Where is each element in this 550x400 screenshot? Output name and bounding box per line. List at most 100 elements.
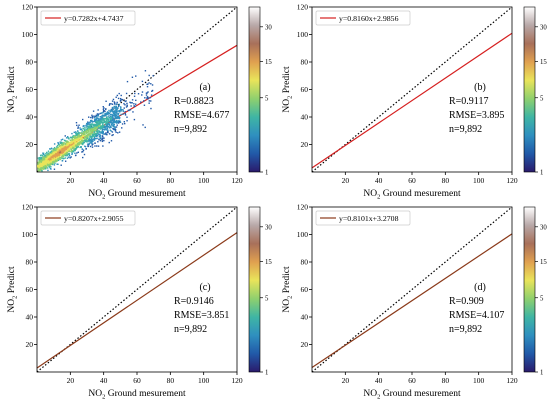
scatter-point: [59, 147, 61, 149]
scatter-point: [82, 156, 84, 159]
scatter-point: [115, 117, 117, 119]
scatter-point: [88, 139, 90, 142]
scatter-point: [53, 148, 55, 150]
scatter-point: [119, 120, 121, 122]
scatter-point: [106, 111, 109, 113]
scatter-point: [116, 101, 118, 104]
scatter-point: [90, 131, 93, 133]
scatter-point: [45, 167, 47, 169]
scatter-point: [55, 158, 57, 160]
scatter-point: [95, 130, 98, 132]
one-to-one-line: [36, 206, 238, 373]
scatter-point: [60, 152, 62, 154]
scatter-point: [57, 154, 60, 156]
scatter-point: [88, 122, 90, 124]
scatter-point: [83, 133, 85, 136]
scatter-point: [92, 135, 95, 137]
scatter-point: [68, 141, 70, 144]
scatter-point: [108, 141, 110, 144]
scatter-point: [64, 157, 67, 159]
scatter-point: [74, 141, 77, 143]
colorbar-tick-label: 5: [540, 95, 544, 102]
scatter-point: [76, 141, 79, 144]
scatter-point: [56, 144, 59, 147]
scatter-point: [108, 127, 111, 129]
scatter-point: [119, 99, 122, 101]
scatter-point: [60, 145, 62, 148]
scatter-point: [90, 141, 92, 144]
scatter-point: [108, 117, 110, 119]
scatter-point: [115, 107, 117, 109]
scatter-point: [86, 129, 89, 131]
scatter-point: [91, 117, 94, 119]
scatter-point: [96, 137, 98, 140]
scatter-point: [104, 113, 107, 115]
scatter-point: [73, 131, 75, 134]
scatter-point: [87, 138, 90, 140]
scatter-point: [106, 116, 108, 118]
scatter-point: [64, 147, 66, 149]
scatter-point: [116, 108, 118, 110]
scatter-point: [60, 145, 62, 147]
scatter-point: [117, 120, 120, 122]
scatter-point: [86, 135, 89, 137]
scatter-point: [114, 126, 116, 129]
x-tick-label: 80: [167, 176, 175, 185]
scatter-point: [78, 134, 80, 136]
scatter-point: [56, 160, 58, 162]
scatter-point: [120, 113, 122, 116]
scatter-point: [89, 134, 91, 136]
scatter-point: [49, 152, 51, 155]
scatter-point: [96, 113, 99, 115]
scatter-point: [59, 142, 62, 145]
scatter-point: [77, 151, 80, 153]
scatter-point: [77, 142, 80, 144]
scatter-point: [56, 163, 58, 165]
scatter-point: [90, 123, 92, 125]
scatter-point: [106, 125, 109, 127]
scatter-point: [77, 127, 79, 129]
scatter-point: [55, 160, 57, 163]
scatter-point: [82, 139, 85, 142]
y-tick-label: 20: [26, 140, 34, 149]
scatter-point: [67, 149, 69, 152]
scatter-point: [81, 129, 83, 131]
scatter-point: [111, 100, 114, 102]
scatter-point: [113, 115, 116, 117]
scatter-point: [70, 143, 72, 146]
scatter-point: [102, 128, 104, 130]
scatter-point: [84, 130, 86, 133]
scatter-point: [89, 132, 91, 134]
scatter-point: [148, 82, 150, 84]
scatter-point: [59, 153, 61, 155]
scatter-point: [71, 132, 73, 135]
scatter-point: [99, 112, 102, 115]
scatter-point: [39, 162, 41, 164]
scatter-point: [106, 119, 108, 121]
scatter-point: [65, 148, 67, 151]
scatter-point: [102, 117, 104, 120]
scatter-point: [67, 136, 69, 138]
scatter-point: [105, 118, 107, 120]
scatter-point: [146, 96, 149, 98]
scatter-point: [104, 123, 107, 125]
scatter-point: [71, 144, 73, 147]
scatter-point: [64, 145, 66, 148]
y-axis-label: NO2 Predict: [7, 266, 19, 313]
scatter-point: [56, 156, 58, 159]
scatter-point: [62, 147, 64, 150]
scatter-point: [100, 121, 103, 123]
scatter-point: [90, 136, 93, 139]
scatter-point: [119, 108, 122, 110]
scatter-point: [116, 121, 119, 124]
y-tick-label: 100: [297, 230, 309, 239]
scatter-point: [117, 112, 120, 115]
scatter-point: [104, 133, 106, 135]
scatter-point: [143, 100, 145, 102]
scatter-point: [54, 148, 56, 150]
scatter-point: [38, 157, 40, 159]
scatter-point: [80, 143, 83, 145]
scatter-point: [120, 110, 122, 112]
scatter-point: [117, 117, 119, 119]
colorbar-tick-label: 1: [540, 170, 543, 177]
